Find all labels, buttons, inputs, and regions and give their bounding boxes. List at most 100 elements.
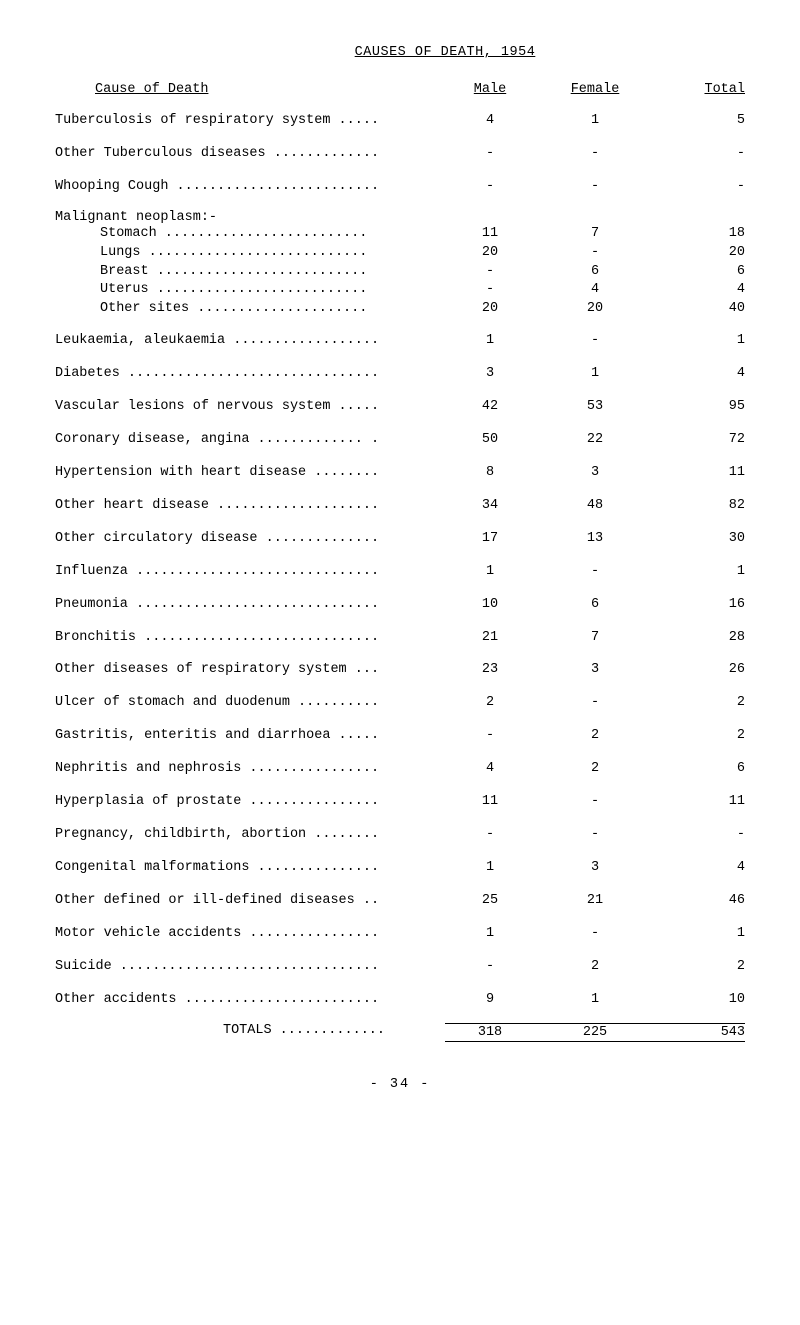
row-total: - [655, 825, 745, 846]
row-total: 16 [655, 595, 745, 616]
table-row: Diabetes ...............................… [55, 364, 745, 385]
table-row: Gastritis, enteritis and diarrhoea .....… [55, 726, 745, 747]
row-male: - [445, 177, 535, 198]
header-male: Male [445, 82, 535, 97]
row-total: 2 [655, 957, 745, 978]
row-total: 6 [655, 759, 745, 780]
table-row: Hyperplasia of prostate ................… [55, 792, 745, 813]
row-label: Lungs ........................... [55, 244, 445, 263]
row-total: 1 [655, 924, 745, 945]
row-female: 48 [535, 496, 655, 517]
row-female: 3 [535, 858, 655, 879]
row-female: 1 [535, 111, 655, 132]
table-row: Stomach ......................... 11 7 1… [55, 225, 745, 244]
row-label: Suicide ................................ [55, 957, 445, 978]
row-female: 21 [535, 891, 655, 912]
document-page: CAUSES OF DEATH, 1954 Cause of Death Mal… [0, 0, 800, 1122]
row-male: 25 [445, 891, 535, 912]
row-total: 18 [655, 225, 745, 244]
row-male: 8 [445, 463, 535, 484]
malignant-section: Malignant neoplasm:- Stomach ...........… [55, 210, 745, 319]
header-total: Total [655, 82, 745, 97]
row-male: 3 [445, 364, 535, 385]
table-row: Influenza ..............................… [55, 562, 745, 583]
header-cause: Cause of Death [55, 82, 445, 97]
table-row: Nephritis and nephrosis ................… [55, 759, 745, 780]
row-female: - [535, 331, 655, 352]
row-male: - [445, 144, 535, 165]
row-label: Leukaemia, aleukaemia .................. [55, 331, 445, 352]
row-female: 1 [535, 364, 655, 385]
table-row: Other heart disease ....................… [55, 496, 745, 517]
row-label: Pneumonia .............................. [55, 595, 445, 616]
table-row: Other Tuberculous diseases .............… [55, 144, 745, 165]
table-row: Other circulatory disease ..............… [55, 529, 745, 550]
row-label: Other sites ..................... [55, 300, 445, 319]
row-female: - [535, 924, 655, 945]
row-total: - [655, 177, 745, 198]
row-female: - [535, 693, 655, 714]
row-label: Congenital malformations ............... [55, 858, 445, 879]
table-row: Coronary disease, angina ............. .… [55, 430, 745, 451]
table-row: Motor vehicle accidents ................… [55, 924, 745, 945]
row-label: Diabetes ............................... [55, 364, 445, 385]
row-female: 22 [535, 430, 655, 451]
row-total: 28 [655, 628, 745, 649]
row-female: - [535, 825, 655, 846]
row-label: Hyperplasia of prostate ................ [55, 792, 445, 813]
row-total: 72 [655, 430, 745, 451]
row-male: - [445, 263, 535, 282]
row-label: Other diseases of respiratory system ... [55, 660, 445, 681]
row-female: 6 [535, 263, 655, 282]
row-male: 1 [445, 562, 535, 583]
row-male: 10 [445, 595, 535, 616]
row-female: - [535, 177, 655, 198]
table-row: Pneumonia ..............................… [55, 595, 745, 616]
page-number: - 34 - [55, 1077, 745, 1092]
table-row: Other sites ..................... 20 20 … [55, 300, 745, 319]
row-male: - [445, 825, 535, 846]
row-total: 46 [655, 891, 745, 912]
table-row: Pregnancy, childbirth, abortion ........… [55, 825, 745, 846]
column-header-row: Cause of Death Male Female Total [55, 82, 745, 97]
table-row: Ulcer of stomach and duodenum ..........… [55, 693, 745, 714]
row-female: 2 [535, 957, 655, 978]
row-female: - [535, 244, 655, 263]
row-total: 11 [655, 792, 745, 813]
row-label: Pregnancy, childbirth, abortion ........ [55, 825, 445, 846]
row-male: 11 [445, 225, 535, 244]
row-label: Uterus .......................... [55, 281, 445, 300]
row-label: Ulcer of stomach and duodenum .......... [55, 693, 445, 714]
row-female: 20 [535, 300, 655, 319]
row-total: 26 [655, 660, 745, 681]
totals-male: 318 [445, 1023, 535, 1042]
row-female: - [535, 144, 655, 165]
row-female: 3 [535, 463, 655, 484]
row-female: 2 [535, 759, 655, 780]
row-total: 2 [655, 693, 745, 714]
totals-label: TOTALS ............. [55, 1023, 445, 1042]
row-total: 30 [655, 529, 745, 550]
row-label: Bronchitis ............................. [55, 628, 445, 649]
row-total: 6 [655, 263, 745, 282]
row-label: Other heart disease .................... [55, 496, 445, 517]
row-male: 34 [445, 496, 535, 517]
header-female: Female [535, 82, 655, 97]
row-label: Tuberculosis of respiratory system ..... [55, 111, 445, 132]
table-row: Whooping Cough .........................… [55, 177, 745, 198]
row-male: 4 [445, 759, 535, 780]
row-total: 1 [655, 562, 745, 583]
row-female: - [535, 562, 655, 583]
row-total: 2 [655, 726, 745, 747]
row-label: Coronary disease, angina ............. . [55, 430, 445, 451]
table-row: Leukaemia, aleukaemia ..................… [55, 331, 745, 352]
row-male: 20 [445, 244, 535, 263]
row-male: 21 [445, 628, 535, 649]
totals-row: TOTALS ............. 318 225 543 [55, 1023, 745, 1042]
table-row: Other accidents ........................… [55, 990, 745, 1011]
row-male: 1 [445, 331, 535, 352]
table-row: Bronchitis .............................… [55, 628, 745, 649]
row-label: Stomach ......................... [55, 225, 445, 244]
row-total: 20 [655, 244, 745, 263]
row-male: 20 [445, 300, 535, 319]
